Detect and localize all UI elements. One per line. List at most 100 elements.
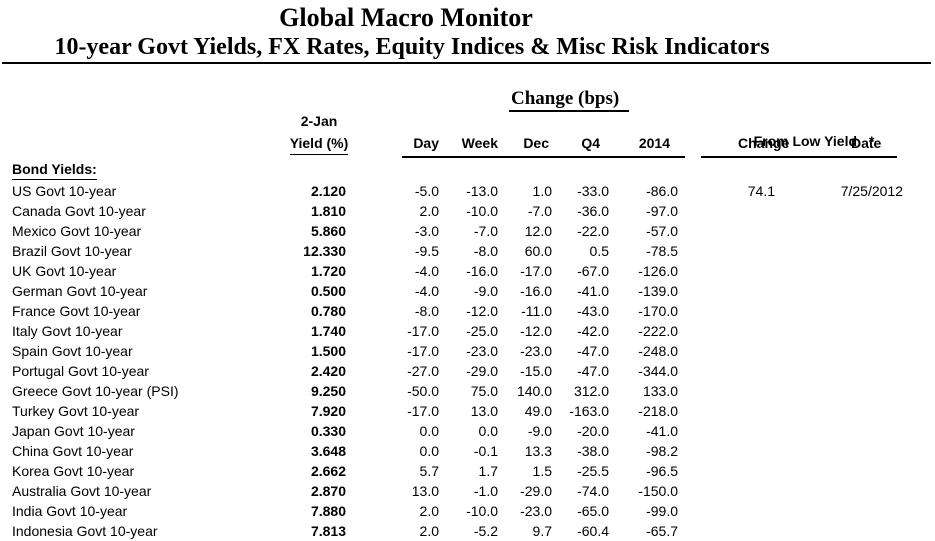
week-change-cell: 75.0 [470, 383, 498, 399]
yield-cell: 9.250 [310, 383, 346, 399]
week-change-cell: -1.0 [473, 483, 498, 499]
q4-change-cell: -67.0 [577, 263, 609, 279]
low-change-cell [678, 281, 775, 301]
yield-col-header: Yield (%) [288, 133, 350, 155]
day-change-cell: -17.0 [407, 343, 439, 359]
from-low-yield-group-header: From Low Yield * [738, 111, 875, 171]
low-change-col-header: Change [738, 135, 790, 151]
q4-change-cell: 312.0 [573, 383, 609, 399]
row-label-cell: China Govt 10-year [12, 443, 134, 459]
low-date-cell [775, 521, 903, 541]
q4-change-cell: -43.0 [577, 303, 609, 319]
q4-change-cell: -41.0 [577, 283, 609, 299]
row-label-cell: Australia Govt 10-year [12, 483, 152, 499]
row-label-cell: Canada Govt 10-year [12, 203, 146, 219]
year-2014-change-cell: -126.0 [638, 263, 678, 279]
q4-change-cell: -47.0 [577, 363, 609, 379]
change-cols-rule [402, 156, 685, 158]
day-col-header: Day [413, 135, 439, 151]
yield-cell: 7.880 [310, 503, 346, 519]
day-change-cell: 13.0 [411, 483, 439, 499]
q4-change-cell: -25.5 [577, 463, 609, 479]
dec-change-cell: -9.0 [527, 423, 552, 439]
table-row: Mexico Govt 10-year 5.860 -3.0 -7.0 12.0… [0, 221, 935, 241]
table-row: Brazil Govt 10-year 12.330 -9.5 -8.0 60.… [0, 241, 935, 261]
low-change-cell [678, 441, 775, 461]
dec-change-cell: 140.0 [516, 383, 552, 399]
year-2014-change-cell: -170.0 [638, 303, 678, 319]
dec-change-cell: 1.0 [532, 183, 552, 199]
low-date-cell [775, 341, 903, 361]
row-label-cell: Brazil Govt 10-year [12, 243, 132, 259]
week-change-cell: -9.0 [473, 283, 498, 299]
low-date-cell [775, 301, 903, 321]
low-date-cell [775, 501, 903, 521]
dec-change-cell: -23.0 [520, 343, 552, 359]
yield-cell: 7.920 [310, 403, 346, 419]
low-date-cell [775, 361, 903, 381]
day-change-cell: -50.0 [407, 383, 439, 399]
page-subtitle: 10-year Govt Yields, FX Rates, Equity In… [54, 34, 770, 60]
table-row: UK Govt 10-year 1.720 -4.0 -16.0 -17.0 -… [0, 261, 935, 281]
low-date-cell [775, 461, 903, 481]
week-change-cell: -25.0 [466, 323, 498, 339]
asof-date-header: 2-Jan [300, 113, 338, 129]
day-change-cell: -9.5 [414, 243, 439, 259]
low-change-cell [678, 521, 775, 541]
yield-cell: 0.780 [310, 303, 346, 319]
table-row: US Govt 10-year 2.120 -5.0 -13.0 1.0 -33… [0, 181, 935, 201]
from-low-cols-rule [701, 156, 897, 158]
row-label-cell: UK Govt 10-year [12, 263, 117, 279]
year-2014-change-cell: -99.0 [646, 503, 678, 519]
week-change-cell: -10.0 [466, 203, 498, 219]
table-row: Turkey Govt 10-year 7.920 -17.0 13.0 49.… [0, 401, 935, 421]
low-change-cell [678, 501, 775, 521]
table-row: Italy Govt 10-year 1.740 -17.0 -25.0 -12… [0, 321, 935, 341]
q4-change-cell: -42.0 [577, 323, 609, 339]
low-change-cell [678, 321, 775, 341]
year-2014-change-cell: 133.0 [642, 383, 678, 399]
year-2014-change-cell: -344.0 [638, 363, 678, 379]
low-change-cell [678, 261, 775, 281]
table-row: France Govt 10-year 0.780 -8.0 -12.0 -11… [0, 301, 935, 321]
low-change-cell [678, 481, 775, 501]
year-2014-change-cell: -222.0 [638, 323, 678, 339]
low-change-cell [678, 301, 775, 321]
low-date-cell [775, 441, 903, 461]
low-date-cell [775, 481, 903, 501]
row-label-cell: Mexico Govt 10-year [12, 223, 142, 239]
dec-change-cell: -11.0 [521, 303, 552, 319]
week-change-cell: -23.0 [466, 343, 498, 359]
dec-change-cell: -29.0 [520, 483, 552, 499]
year-2014-change-cell: -97.0 [646, 203, 678, 219]
year-2014-change-cell: -218.0 [638, 403, 678, 419]
yield-cell: 1.740 [310, 323, 346, 339]
dec-change-cell: 12.0 [524, 223, 552, 239]
low-change-cell: 74.1 [747, 183, 775, 199]
week-change-cell: 13.0 [470, 403, 498, 419]
low-change-cell [678, 341, 775, 361]
year-2014-change-cell: -150.0 [638, 483, 678, 499]
yield-cell: 2.662 [310, 463, 346, 479]
yield-cell: 3.648 [310, 443, 346, 459]
q4-change-cell: -22.0 [577, 223, 609, 239]
change-bps-group-header: Change (bps) [509, 88, 630, 112]
year-2014-change-cell: -41.0 [646, 423, 678, 439]
yield-cell: 5.860 [310, 223, 346, 239]
dec-change-cell: -16.0 [520, 283, 552, 299]
day-change-cell: 2.0 [419, 523, 439, 539]
day-change-cell: -4.0 [414, 283, 439, 299]
day-change-cell: -17.0 [407, 403, 439, 419]
row-label-cell: France Govt 10-year [12, 303, 141, 319]
low-change-cell [678, 221, 775, 241]
dec-change-cell: 49.0 [524, 403, 552, 419]
week-change-cell: -10.0 [466, 503, 498, 519]
dec-change-cell: -23.0 [520, 503, 552, 519]
week-change-cell: -16.0 [466, 263, 498, 279]
dec-change-cell: 1.5 [532, 463, 552, 479]
dec-change-cell: -7.0 [527, 203, 552, 219]
low-change-cell [678, 381, 775, 401]
row-label-cell: Greece Govt 10-year (PSI) [12, 383, 179, 399]
low-date-cell [775, 241, 903, 261]
q4-change-cell: 0.5 [589, 243, 609, 259]
